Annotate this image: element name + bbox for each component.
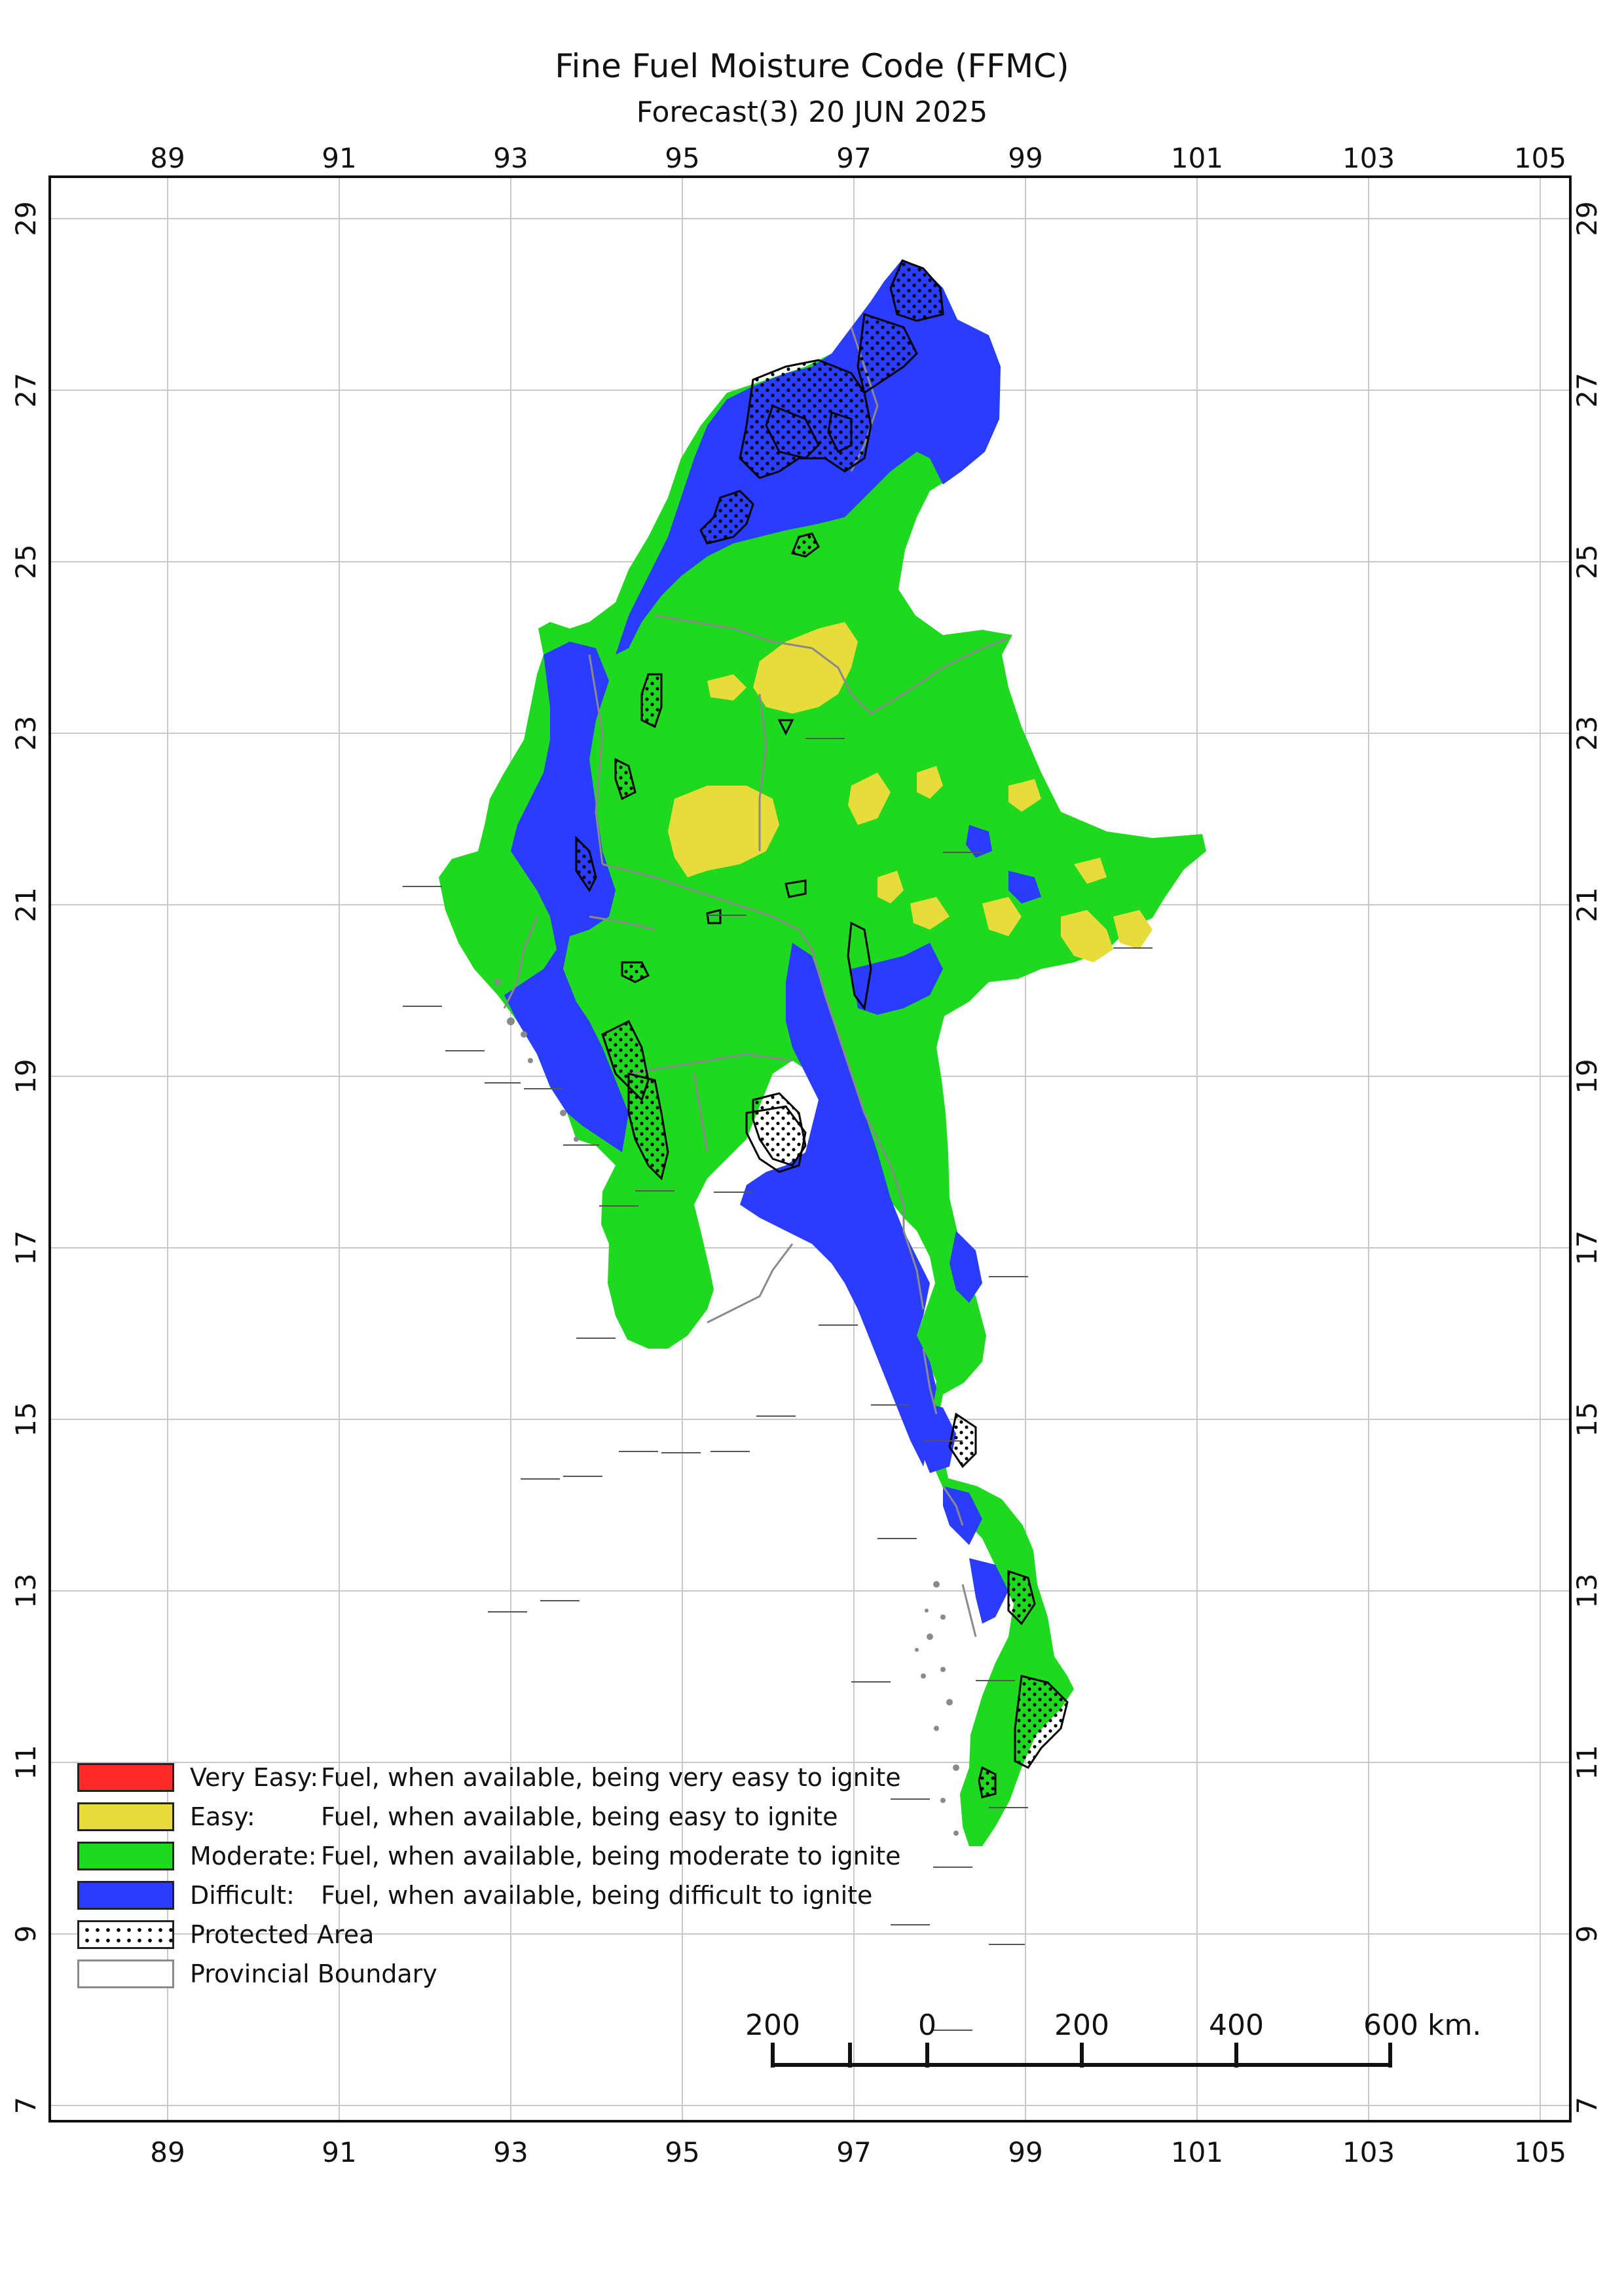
- longitude-label-top: 93: [493, 142, 528, 174]
- latitude-label-left: 15: [10, 1402, 42, 1436]
- latitude-label-left: 13: [10, 1573, 42, 1608]
- island-label-stubs: [403, 738, 1153, 2031]
- latitude-label-right: 27: [1571, 373, 1603, 407]
- longitude-label-bottom: 93: [493, 2136, 528, 2168]
- latitude-label-right: 23: [1571, 716, 1603, 750]
- longitude-label-bottom: 105: [1514, 2136, 1566, 2168]
- myanmar-map-layer: [403, 259, 1206, 2031]
- longitude-label-top: 89: [150, 142, 185, 174]
- scale-label-0: 0: [918, 2009, 936, 2042]
- legend-label-protected-area: Protected Area: [190, 1920, 375, 1949]
- protected-area-outlines: [706, 405, 872, 1173]
- longitude-label-top: 95: [665, 142, 699, 174]
- legend-category: Very Easy:: [190, 1763, 319, 1792]
- longitude-labels-bottom: 89 91 93 95 97 99 101 103 105: [150, 2136, 1566, 2168]
- latitude-label-left: 19: [10, 1059, 42, 1093]
- longitude-labels-top: 89 91 93 95 97 99 101 103 105: [150, 142, 1566, 174]
- longitude-label-bottom: 101: [1171, 2136, 1223, 2168]
- legend-description: Fuel, when available, being moderate to …: [321, 1842, 901, 1870]
- latitude-label-right: 17: [1571, 1230, 1603, 1265]
- scale-label-200: 200: [1054, 2009, 1109, 2042]
- legend-swatch-protected-area: [77, 1920, 174, 1949]
- legend-swatch-very-easy: [77, 1763, 174, 1792]
- legend-category: Moderate:: [190, 1842, 317, 1870]
- legend-category: Easy:: [190, 1802, 255, 1831]
- longitude-label-top: 97: [836, 142, 871, 174]
- legend-description: Fuel, when available, being very easy to…: [321, 1763, 901, 1792]
- provincial-boundaries: [503, 327, 1009, 1637]
- longitude-label-bottom: 99: [1008, 2136, 1043, 2168]
- longitude-label-top: 101: [1171, 142, 1223, 174]
- easy-regions: [668, 622, 1153, 962]
- latitude-labels-left: 29 27 25 23 21 19 17 15 13 11 9 7: [10, 201, 42, 2114]
- latitude-label-right: 15: [1571, 1402, 1603, 1436]
- latitude-label-left: 25: [10, 544, 42, 579]
- longitude-label-bottom: 91: [322, 2136, 356, 2168]
- scale-label-400: 400: [1209, 2009, 1264, 2042]
- legend-category: Difficult:: [190, 1881, 295, 1910]
- legend-label-provincial-boundary: Provincial Boundary: [190, 1959, 437, 1988]
- coastal-islands: [494, 979, 959, 1836]
- latitude-label-left: 17: [10, 1230, 42, 1265]
- latitude-label-right: 13: [1571, 1573, 1603, 1608]
- latitude-label-right: 21: [1571, 887, 1603, 922]
- latitude-label-left: 29: [10, 201, 42, 236]
- map-frame: [48, 175, 1572, 2123]
- latitude-label-right: 25: [1571, 544, 1603, 579]
- scale-bar: 200 0 200 400 600 km.: [745, 2009, 1481, 2068]
- map-title: Fine Fuel Moisture Code (FFMC): [555, 47, 1069, 85]
- latitude-label-right: 29: [1571, 201, 1603, 236]
- map-subtitle: Forecast(3) 20 JUN 2025: [636, 96, 988, 129]
- latitude-label-left: 23: [10, 716, 42, 750]
- longitude-label-bottom: 97: [836, 2136, 871, 2168]
- longitude-label-top: 103: [1342, 142, 1395, 174]
- latitude-label-right: 9: [1571, 1925, 1603, 1943]
- longitude-label-top: 105: [1514, 142, 1566, 174]
- legend-swatch-easy: [77, 1802, 174, 1831]
- legend-description: Fuel, when available, being difficult to…: [321, 1881, 873, 1910]
- legend-swatch-moderate: [77, 1842, 174, 1870]
- latitude-label-left: 9: [10, 1925, 42, 1943]
- longitude-label-top: 99: [1008, 142, 1043, 174]
- legend-description: Fuel, when available, being easy to igni…: [321, 1802, 838, 1831]
- longitude-label-bottom: 95: [665, 2136, 699, 2168]
- legend-swatch-difficult: [77, 1881, 174, 1910]
- longitude-label-bottom: 89: [150, 2136, 185, 2168]
- latitude-label-left: 11: [10, 1745, 42, 1779]
- latitude-label-left: 7: [10, 2097, 42, 2115]
- latitude-label-right: 11: [1571, 1745, 1603, 1779]
- longitude-label-bottom: 103: [1342, 2136, 1395, 2168]
- scale-label-600-km: 600 km.: [1363, 2009, 1481, 2042]
- latitude-label-right: 7: [1571, 2097, 1603, 2115]
- latitude-labels-right: 29 27 25 23 21 19 17 15 13 11 9 7: [1571, 201, 1603, 2114]
- latitude-label-left: 27: [10, 373, 42, 407]
- scale-label-200-left: 200: [745, 2009, 800, 2042]
- longitude-label-top: 91: [322, 142, 356, 174]
- latitude-label-right: 19: [1571, 1059, 1603, 1093]
- latitude-label-left: 21: [10, 887, 42, 922]
- legend-swatch-provincial-boundary: [77, 1959, 174, 1988]
